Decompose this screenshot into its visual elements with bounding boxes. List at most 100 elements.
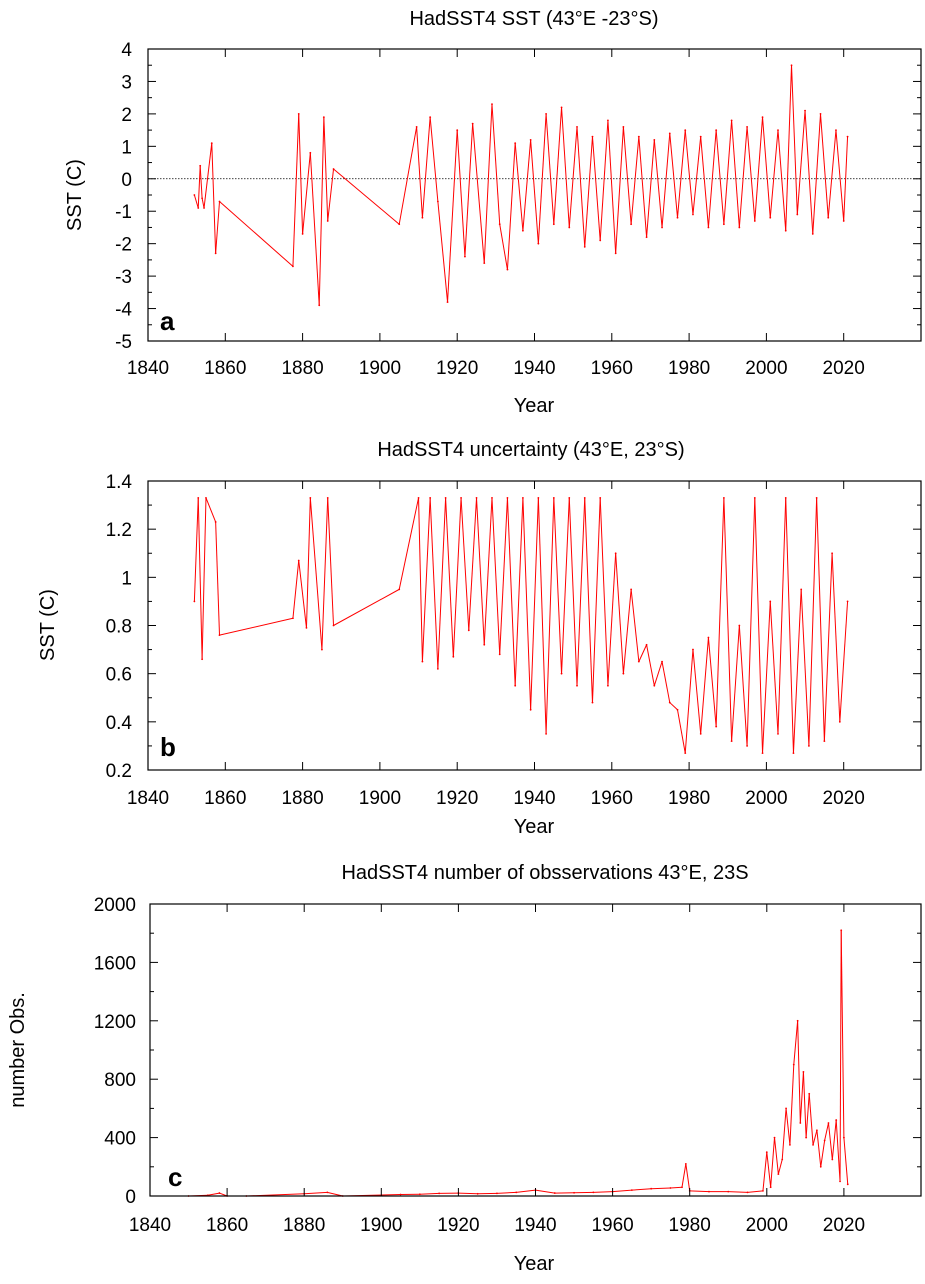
panel-a-series-segment xyxy=(398,126,418,225)
panel-b-series-segment xyxy=(839,601,849,722)
panel-a-series-segment xyxy=(472,123,485,264)
panel-b-series-segment xyxy=(327,497,335,626)
panel-c-series-segment xyxy=(681,1163,687,1188)
panel-a-y-tick-label: 0 xyxy=(121,170,132,191)
panel-b-series-segment xyxy=(514,497,524,686)
panel-b-ticks xyxy=(147,480,921,771)
panel-a-series-segment xyxy=(416,126,423,218)
panel-c-y-tick-label: 0 xyxy=(125,1187,136,1208)
panel-c-series-segment xyxy=(805,1093,810,1138)
panel-b-series-segment xyxy=(684,649,694,754)
panel-a-series-segment xyxy=(568,126,578,228)
panel-a-series-segment xyxy=(785,65,793,231)
panel-c-series-segment xyxy=(593,1191,613,1193)
panel-a-series-segment xyxy=(835,130,845,221)
panel-c-series-segment xyxy=(516,1189,536,1193)
panel-c-series-segment xyxy=(685,1163,691,1191)
panel-b-series-segment xyxy=(197,497,203,660)
panel-c-series-segment xyxy=(789,1064,795,1145)
panel-b-y-tick-label: 0.2 xyxy=(106,761,132,782)
panel-a-series-segment xyxy=(812,113,822,234)
panel-a-series-segment xyxy=(820,113,829,218)
panel-b-tick-labels: 1840 1860 1880 1900 1920 1940 1960 1980 2000 2020… xyxy=(106,472,865,809)
panel-a-series-segment xyxy=(201,198,205,209)
panel-a-series-segment xyxy=(607,120,617,254)
panel-a-x-tick-label: 1860 xyxy=(204,358,246,379)
panel-c-x-tick-label: 1920 xyxy=(437,1215,479,1236)
panel-c-tick-labels: 1840 1860 1880 1900 1920 1940 1960 1980 2000 2020… xyxy=(94,895,865,1236)
panel-b-series-segment xyxy=(754,497,764,754)
panel-b-series-segment xyxy=(746,497,756,746)
panel-a-series-segment xyxy=(522,139,532,231)
panel-b-series-segment xyxy=(661,661,671,703)
panel-b-x-tick-label: 1940 xyxy=(513,788,555,809)
panel-a-series-segment xyxy=(464,123,474,257)
panel-b-series-segment xyxy=(638,644,648,662)
panel-a-series-segment xyxy=(754,117,764,221)
panel-b-series-segment xyxy=(777,497,787,734)
panel-c-series-segment xyxy=(766,1152,772,1188)
panel-b-series-segment xyxy=(553,497,563,674)
panel-a-x-tick-label: 1960 xyxy=(591,358,633,379)
panel-a-series-segment xyxy=(599,120,609,241)
panel-b-series-segment xyxy=(545,497,555,734)
panel-b-series xyxy=(193,496,849,755)
panel-c-series-segment xyxy=(797,1020,801,1124)
panel-a-series-segment xyxy=(630,136,640,225)
panel-c-series-segment xyxy=(612,1189,632,1193)
panel-a-series-segment xyxy=(514,143,524,231)
panel-c-title: HadSST4 number of obsservations 43°E, 23… xyxy=(341,862,748,884)
panel-c-series-segment xyxy=(327,1191,343,1197)
panel-a-series-segment xyxy=(591,136,601,241)
panel-b-series-segment xyxy=(522,497,532,710)
panel-a-series-segment xyxy=(203,143,213,209)
panel-b-series-segment xyxy=(476,497,485,645)
panel-a-series-segment xyxy=(197,165,201,209)
panel-b-series-segment xyxy=(215,521,221,636)
panel-b-y-tick-label: 0.6 xyxy=(106,665,132,686)
panel-a-y-tick-label: -4 xyxy=(115,300,132,321)
panel-c-series-segment xyxy=(781,1108,787,1160)
panel-a-series-segment xyxy=(669,133,679,218)
panel-a-y-tick-label: -5 xyxy=(115,332,132,353)
panel-c-y-tick-label: 1200 xyxy=(94,1012,136,1033)
panel-c-series-segment xyxy=(831,1120,837,1160)
panel-b-x-tick-label: 1860 xyxy=(204,788,246,809)
panel-a-x-tick-label: 1940 xyxy=(513,358,555,379)
panel-b-x-tick-label: 2000 xyxy=(745,788,787,809)
panel-b-x-tick-label: 1980 xyxy=(668,788,710,809)
panel-c: HadSST4 number of obsservations 43°E, 23… xyxy=(7,862,922,1275)
panel-b-series-segment xyxy=(808,497,818,746)
panel-c-series-segment xyxy=(808,1093,814,1145)
panel-a-series-segment xyxy=(731,120,740,228)
panel-a-label: a xyxy=(160,306,175,336)
panel-b-series-segment xyxy=(398,497,420,590)
panel-c-series-segment xyxy=(631,1188,652,1191)
panel-a-series-segment xyxy=(746,126,756,221)
panel-a-series-segment xyxy=(622,126,632,225)
panel-b: HadSST4 uncertainty (43°E, 23°S) 1840 186… xyxy=(37,439,922,838)
panel-a-series-segment xyxy=(437,201,449,303)
panel-b-series-segment xyxy=(653,661,663,686)
panel-a-x-tick-label: 1980 xyxy=(668,358,710,379)
panel-a-series-segment xyxy=(684,130,694,215)
panel-c-x-tick-label: 1940 xyxy=(514,1215,556,1236)
panel-c-frame xyxy=(149,903,922,1197)
panel-b-series-segment xyxy=(205,497,217,523)
panel-b-series-segment xyxy=(321,497,329,650)
panel-b-frame xyxy=(147,480,922,771)
panel-a-xlabel: Year xyxy=(514,395,555,417)
panel-c-series-segment xyxy=(535,1189,555,1194)
panel-c-series-segment xyxy=(802,1071,807,1138)
panel-a-series-segment xyxy=(537,113,547,244)
panel-a-y-tick-label: -2 xyxy=(115,235,132,256)
panel-a-title: HadSST4 SST (43°E -23°S) xyxy=(409,8,658,30)
panel-a-series-segment xyxy=(738,126,748,228)
panel-c-series-segment xyxy=(816,1130,822,1167)
panel-a-series-segment xyxy=(700,136,709,228)
panel-b-series-segment xyxy=(193,497,199,602)
panel-a-ylabel: SST (C) xyxy=(64,159,86,231)
panel-a-series-segment xyxy=(584,136,593,247)
panel-a-series-segment xyxy=(219,201,294,267)
panel-b-series-segment xyxy=(429,497,439,669)
